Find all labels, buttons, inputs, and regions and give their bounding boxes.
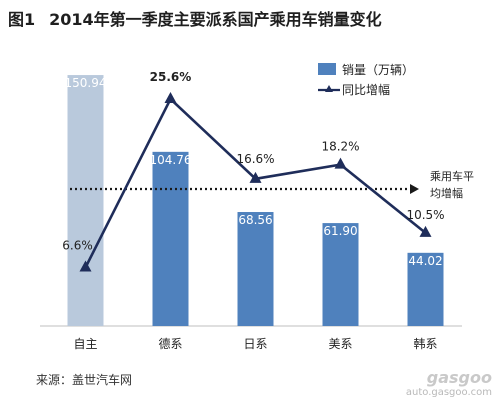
growth-value-label: 6.6% bbox=[62, 238, 93, 252]
chart-title: 2014年第一季度主要派系国产乘用车销量变化 bbox=[49, 10, 382, 29]
bar-value-label: 150.94 bbox=[65, 76, 107, 90]
x-tick-label: 韩系 bbox=[413, 336, 437, 351]
watermark: gasgoo auto.gasgoo.com bbox=[406, 368, 492, 398]
x-tick-label: 美系 bbox=[328, 337, 352, 351]
growth-value-label: 18.2% bbox=[321, 140, 359, 154]
bar-日系 bbox=[237, 212, 274, 326]
bar-value-label: 44.02 bbox=[408, 254, 442, 268]
avg-growth-label-1: 乘用车平 bbox=[430, 169, 474, 183]
growth-value-label: 16.6% bbox=[236, 152, 274, 166]
bar-value-label: 61.90 bbox=[323, 224, 357, 238]
watermark-url: auto.gasgoo.com bbox=[405, 387, 492, 398]
x-tick-label: 自主 bbox=[73, 337, 97, 351]
growth-value-label: 10.5% bbox=[406, 208, 444, 222]
growth-marker bbox=[334, 157, 347, 169]
page-title: 图1 2014年第一季度主要派系国产乘用车销量变化 bbox=[8, 6, 382, 30]
growth-marker bbox=[79, 260, 92, 272]
legend-bar-label: 销量（万辆） bbox=[342, 63, 414, 77]
figure-number: 图1 bbox=[8, 10, 36, 29]
growth-marker bbox=[164, 92, 177, 104]
watermark-brand: gasgoo bbox=[426, 368, 492, 387]
bar-value-label: 104.76 bbox=[150, 153, 192, 167]
legend-line-marker bbox=[325, 85, 333, 92]
legend-line-label: 同比增幅 bbox=[342, 82, 390, 97]
avg-growth-label-2: 均增幅 bbox=[430, 186, 463, 200]
x-tick-label: 德系 bbox=[158, 336, 182, 351]
avg-growth-arrow bbox=[410, 184, 419, 194]
x-tick-label: 日系 bbox=[243, 337, 267, 351]
legend-bar-swatch bbox=[318, 63, 336, 75]
growth-value-label: 25.6% bbox=[150, 70, 192, 84]
bar-自主 bbox=[67, 75, 104, 326]
growth-marker bbox=[419, 225, 432, 237]
bar-韩系 bbox=[407, 252, 444, 326]
bar-value-label: 68.56 bbox=[238, 213, 272, 227]
bar-德系 bbox=[152, 151, 189, 326]
source-note: 来源：盖世汽车网 bbox=[36, 373, 133, 387]
growth-marker bbox=[249, 171, 262, 183]
bar-美系 bbox=[322, 223, 359, 326]
